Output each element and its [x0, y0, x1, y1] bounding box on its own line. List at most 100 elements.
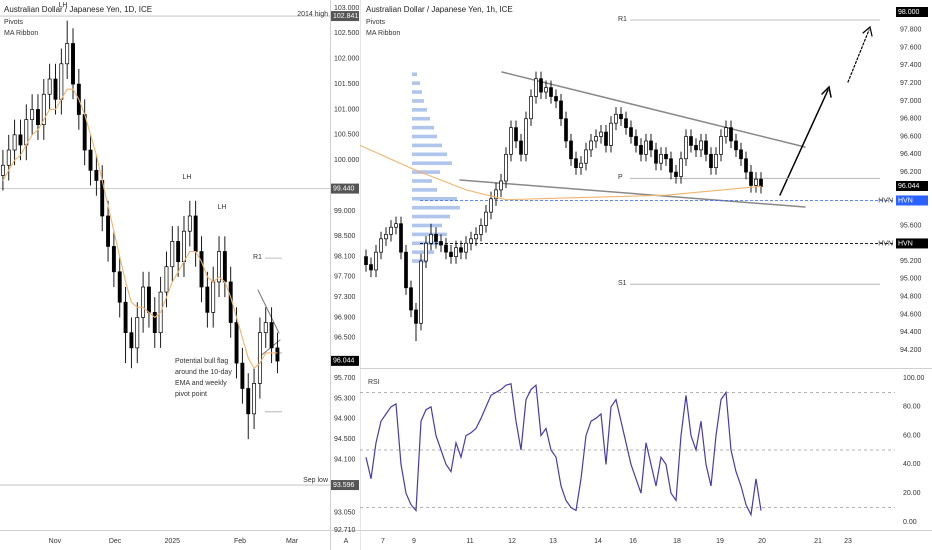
candle-body — [634, 136, 638, 146]
volume-profile-bar — [412, 179, 432, 183]
x-tick-label: 23 — [844, 538, 852, 545]
candle-body — [275, 347, 280, 362]
volume-profile-bar — [412, 250, 434, 254]
y-tick-label: 96.400 — [900, 151, 922, 158]
x-tick-label: 11 — [466, 538, 473, 545]
candle-body — [41, 93, 46, 126]
trendline — [459, 179, 806, 208]
volume-profile-bar — [412, 134, 437, 139]
y-tick-label: 94.400 — [900, 329, 922, 336]
candle-body — [222, 251, 227, 283]
candle-body — [489, 198, 493, 213]
candle-body — [749, 171, 753, 186]
price-tag-bg — [896, 238, 928, 249]
candle-body — [65, 43, 70, 65]
x-tick-label: Feb — [234, 538, 246, 545]
volume-profile-bar — [412, 125, 434, 130]
candle-body — [0, 164, 5, 176]
price-tag-bg — [331, 480, 359, 491]
volume-profile-bar — [412, 90, 422, 94]
x-tick-label: 7 — [381, 538, 385, 545]
y-tick-label: 96.800 — [900, 116, 922, 123]
y-tick-label: 97.700 — [334, 274, 356, 281]
candle-body — [524, 118, 528, 155]
y-tick-label: 97.400 — [900, 62, 922, 69]
candle-body — [269, 322, 274, 349]
y-tick-label: 95.000 — [900, 276, 922, 283]
candle-body — [479, 225, 483, 235]
price-tag-bg — [896, 180, 928, 191]
candle-body — [146, 286, 151, 313]
y-tick-label: 102.500 — [334, 30, 359, 37]
ma-ribbon — [2, 88, 278, 370]
annotation: around the 10-day — [175, 369, 232, 376]
candle-body — [649, 140, 653, 151]
candle-body — [564, 118, 568, 142]
x-tick-label: 18 — [673, 538, 681, 545]
candle-body — [694, 145, 698, 151]
candle-body — [484, 211, 488, 226]
candle-body — [744, 158, 748, 173]
y-tick-label: 94.900 — [334, 416, 356, 423]
candle-body — [534, 78, 538, 97]
x-tick-label: 9 — [412, 538, 416, 545]
candle-body — [639, 145, 643, 155]
candle-body — [429, 234, 433, 244]
candle-body — [399, 223, 403, 253]
candle-body — [36, 109, 40, 126]
candle-body — [18, 134, 23, 146]
candle-body — [509, 127, 513, 155]
candle-body — [30, 109, 35, 120]
candle-body — [514, 127, 518, 142]
candle-body — [659, 153, 663, 164]
pivot-label: R1 — [618, 16, 627, 23]
candle-body — [164, 266, 169, 293]
candle-body — [141, 286, 146, 318]
annotation: Potential bull flag — [175, 358, 228, 365]
candle-body — [554, 96, 558, 102]
candle-body — [679, 158, 683, 177]
y-tick-label: 94.100 — [334, 456, 356, 463]
price-tag-bg — [896, 195, 928, 206]
chart-title: Australian Dollar / Japanese Yen, 1D, IC… — [4, 5, 152, 14]
candle-body — [669, 158, 673, 173]
candle-body — [579, 162, 583, 169]
x-tick-label: 21 — [814, 538, 822, 545]
candle-body — [569, 140, 573, 160]
x-tick-label: 14 — [594, 538, 602, 545]
rsi-line — [365, 382, 762, 517]
candle-body — [170, 241, 175, 268]
volume-profile-bar — [412, 161, 452, 166]
candle-body — [614, 113, 618, 124]
price-tag: 96.044 — [898, 183, 920, 190]
price-tag-bg — [331, 355, 359, 366]
hvn-label: HVN — [878, 197, 893, 204]
x-tick-label: 2025 — [165, 538, 181, 545]
candle-body — [624, 118, 628, 128]
indicator-label: MA Ribbon — [366, 30, 400, 37]
candle-body — [544, 87, 548, 93]
axis-button[interactable]: A — [344, 538, 349, 545]
price-tag: 96.044 — [333, 358, 355, 365]
candle-body — [719, 136, 723, 155]
x-tick-label: 19 — [716, 538, 724, 545]
pivot-label: S1 — [618, 280, 627, 287]
candle-body — [739, 149, 743, 160]
x-tick-label: Nov — [49, 538, 62, 545]
candle-body — [469, 238, 473, 244]
candle-body — [474, 234, 478, 240]
candle-body — [529, 96, 533, 120]
candle-body — [654, 149, 658, 164]
candle-body — [449, 251, 453, 257]
indicator-label: Pivots — [4, 19, 24, 26]
price-tag-bg — [896, 7, 928, 17]
annotation: EMA and weekly — [175, 380, 227, 387]
y-tick-label: 98.500 — [334, 233, 356, 240]
candle-body — [414, 309, 418, 324]
candle-body — [123, 301, 128, 334]
candle-body — [424, 242, 428, 262]
y-tick-label: 100.000 — [334, 157, 359, 164]
chart-title: Australian Dollar / Japanese Yen, 1h, IC… — [366, 5, 513, 14]
candle-body — [539, 78, 543, 93]
